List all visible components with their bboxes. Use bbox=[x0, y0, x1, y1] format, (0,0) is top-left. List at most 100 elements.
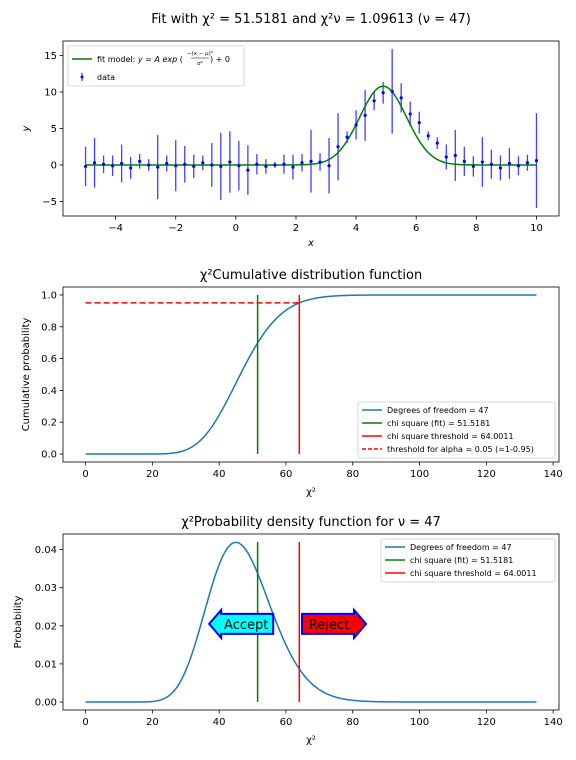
data-point bbox=[210, 163, 214, 167]
data-point bbox=[408, 112, 412, 116]
data-point bbox=[192, 164, 196, 169]
data-point bbox=[246, 168, 250, 172]
y-tick-label: 10 bbox=[44, 88, 57, 99]
y-tick-label: 5 bbox=[51, 124, 57, 135]
reject-label: Reject bbox=[309, 618, 349, 633]
data-point bbox=[498, 166, 502, 170]
data-point bbox=[507, 161, 511, 166]
pdf-chart: χ²Probability density function for ν = 4… bbox=[13, 515, 563, 746]
data-point bbox=[534, 158, 539, 163]
y-tick-label: 0.03 bbox=[35, 583, 57, 594]
data-point bbox=[120, 161, 124, 166]
y-tick-label: 0.6 bbox=[41, 354, 57, 365]
x-tick-label: 60 bbox=[280, 717, 293, 728]
legend-fit-numerator: −(x − μ)² bbox=[187, 50, 213, 57]
x-tick-label: 6 bbox=[413, 223, 419, 234]
fit-curve bbox=[85, 85, 537, 166]
x-tick-label: 80 bbox=[346, 469, 359, 480]
data-point bbox=[435, 141, 439, 145]
data-point bbox=[156, 165, 160, 169]
x-tick-label: 140 bbox=[544, 717, 563, 728]
pdf-curve bbox=[85, 541, 537, 703]
data-point bbox=[101, 162, 106, 166]
cdf-chart-title: χ²Cumulative distribution function bbox=[200, 268, 422, 283]
accept-arrow bbox=[207, 607, 275, 641]
x-tick-label: 40 bbox=[213, 469, 226, 480]
data-point bbox=[309, 159, 313, 163]
data-point bbox=[480, 160, 484, 164]
pdf-chart-ylabel: Probability bbox=[13, 595, 24, 648]
y-tick-label: 0.4 bbox=[41, 386, 57, 397]
cdf-chart-frame bbox=[62, 286, 560, 463]
data-point bbox=[282, 162, 286, 166]
y-tick-label: 0.02 bbox=[35, 621, 57, 632]
x-tick-label: 4 bbox=[353, 223, 359, 234]
pdf-legend-threshold: chi square threshold = 64.0011 bbox=[410, 569, 537, 578]
pdf-chart-legend: Degrees of freedom = 47 chi square (fit)… bbox=[380, 538, 556, 583]
data-point bbox=[516, 164, 521, 168]
cdf-chart: χ²Cumulative distribution function 0 20 40… bbox=[21, 268, 563, 498]
fit-chart: Fit with χ² = 51.5181 and χ²ν = 1.09613 … bbox=[21, 12, 560, 249]
data-point bbox=[174, 164, 178, 168]
fit-chart-legend: fit model: y = A exp ( −(x − μ)² σ² ) + … bbox=[67, 45, 245, 87]
data-point bbox=[453, 153, 457, 158]
y-tick-label: 0.0 bbox=[41, 450, 57, 461]
data-point bbox=[345, 135, 349, 139]
pdf-chart-frame bbox=[62, 533, 560, 711]
reject-arrow bbox=[301, 607, 368, 641]
data-point bbox=[399, 96, 403, 100]
data-point bbox=[129, 166, 133, 170]
y-tick-label: 0.04 bbox=[35, 545, 57, 556]
data-point bbox=[219, 164, 223, 169]
x-tick-label: 120 bbox=[477, 717, 496, 728]
data-point bbox=[381, 91, 385, 95]
cdf-legend-alpha: threshold for alpha = 0.05 (=1-0.95) bbox=[387, 445, 534, 454]
data-point bbox=[462, 159, 466, 163]
x-tick-label: 0 bbox=[82, 469, 88, 480]
x-tick-label: 10 bbox=[530, 223, 543, 234]
data-point bbox=[417, 121, 421, 125]
data-point bbox=[444, 155, 448, 159]
data-point bbox=[354, 123, 358, 127]
data-point bbox=[201, 161, 205, 165]
legend-fit-suffix: ) + 0 bbox=[210, 55, 230, 64]
fit-chart-ylabel: y bbox=[21, 124, 32, 132]
accept-label: Accept bbox=[224, 618, 268, 633]
pdf-legend-dof: Degrees of freedom = 47 bbox=[410, 543, 512, 552]
cdf-legend-threshold: chi square threshold = 64.0011 bbox=[387, 432, 514, 441]
cdf-chart-legend: Degrees of freedom = 47 chi square (fit)… bbox=[357, 401, 556, 459]
y-tick-label: 0.2 bbox=[41, 418, 57, 429]
x-tick-label: 80 bbox=[346, 717, 359, 728]
y-tick-label: 0.00 bbox=[35, 698, 57, 709]
x-tick-label: −2 bbox=[168, 223, 183, 234]
legend-fit-label: fit model: y = A exp ( bbox=[97, 55, 183, 64]
x-tick-label: 2 bbox=[293, 223, 299, 234]
data-point bbox=[255, 162, 259, 166]
data-point bbox=[92, 161, 97, 165]
data-point bbox=[525, 161, 530, 165]
data-point bbox=[318, 160, 322, 164]
data-point bbox=[363, 113, 367, 117]
y-tick-label: −5 bbox=[42, 197, 57, 208]
x-tick-label: 20 bbox=[146, 469, 159, 480]
x-tick-label: 100 bbox=[410, 469, 429, 480]
x-tick-label: −4 bbox=[108, 223, 123, 234]
data-point bbox=[426, 134, 430, 138]
y-tick-label: 0.01 bbox=[35, 659, 57, 670]
data-point bbox=[165, 161, 169, 166]
x-tick-label: 40 bbox=[213, 717, 226, 728]
cdf-legend-dof: Degrees of freedom = 47 bbox=[387, 406, 489, 415]
data-point bbox=[147, 163, 151, 167]
y-tick-label: 15 bbox=[44, 51, 57, 62]
data-point bbox=[489, 162, 493, 166]
fit-chart-title: Fit with χ² = 51.5181 and χ²ν = 1.09613 … bbox=[151, 12, 471, 27]
data-point bbox=[273, 163, 277, 167]
x-tick-label: 100 bbox=[410, 717, 429, 728]
y-tick-label: 1.0 bbox=[41, 290, 57, 301]
data-point bbox=[327, 164, 331, 168]
data-point bbox=[83, 164, 88, 169]
y-tick-label: 0.8 bbox=[41, 322, 57, 333]
data-point bbox=[390, 89, 394, 93]
cdf-curve bbox=[85, 294, 537, 455]
